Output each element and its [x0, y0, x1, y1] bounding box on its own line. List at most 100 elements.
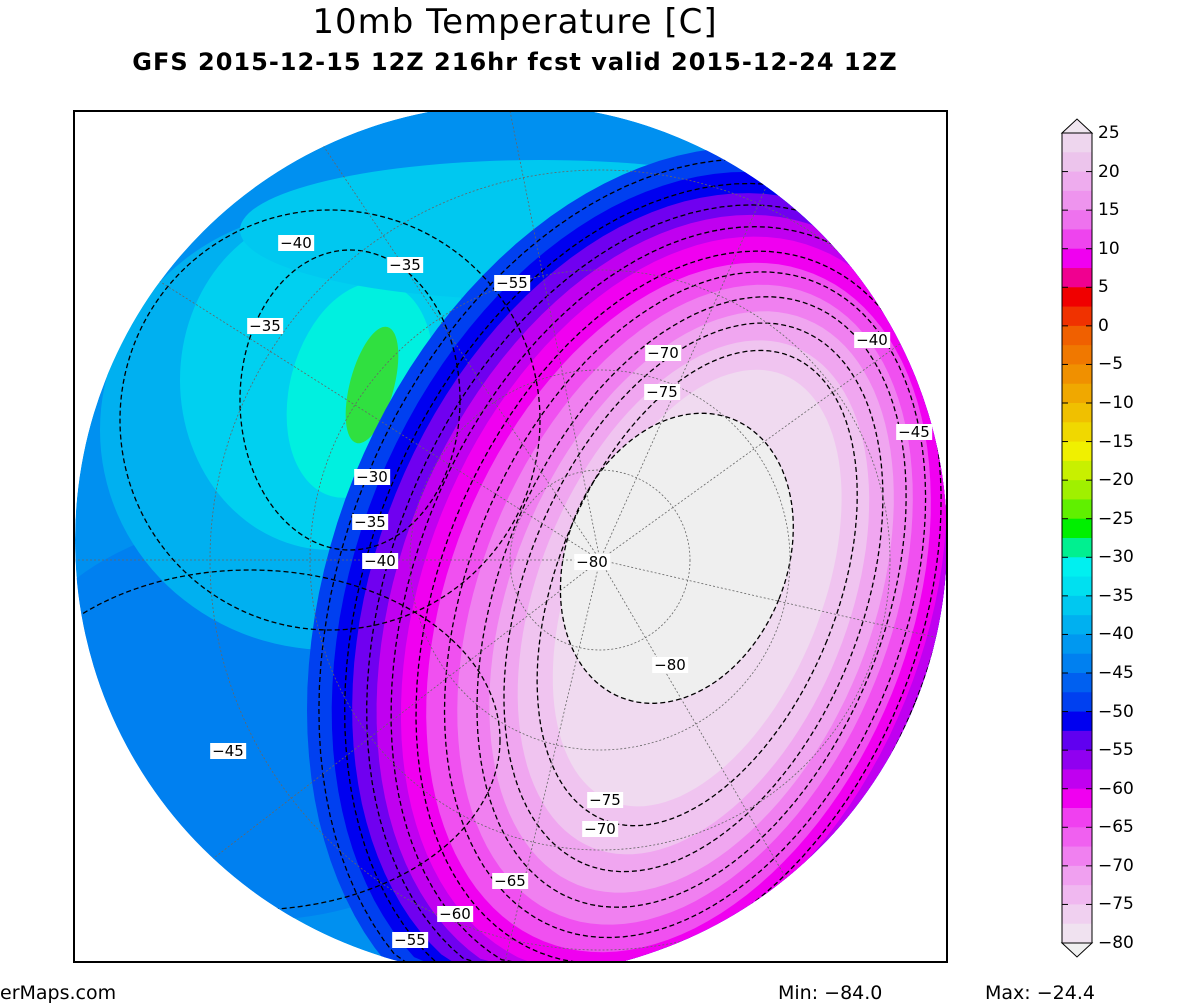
temperature-band: [560, 413, 794, 704]
colorbar-band: [1062, 865, 1092, 886]
contour-label: −80: [574, 553, 610, 571]
colorbar-band: [1062, 788, 1092, 809]
contour-line: [476, 296, 907, 908]
colorbar-tick-label: 5: [1098, 277, 1109, 298]
colorbar-tick-label: −25: [1098, 508, 1134, 529]
contour-label: −75: [644, 383, 680, 401]
contour-label: −55: [392, 931, 428, 949]
colorbar-tick-label: 20: [1098, 161, 1120, 182]
colorbar-frame: [1061, 132, 1093, 944]
colorbar-band: [1062, 923, 1092, 944]
temperature-field: [75, 111, 947, 962]
colorbar-band: [1062, 383, 1092, 404]
colorbar-band: [1062, 460, 1092, 481]
contour-label: −70: [582, 820, 618, 838]
colorbar-band: [1062, 364, 1092, 385]
colorbar-band: [1062, 441, 1092, 462]
colorbar-band: [1062, 692, 1092, 713]
colorbar-band: [1062, 229, 1092, 250]
colorbar-tick-label: −10: [1098, 393, 1134, 413]
colorbar-band: [1062, 152, 1092, 173]
colorbar-band: [1062, 422, 1092, 443]
contour-label: −40: [362, 552, 398, 570]
colorbar-tick-label: −75: [1098, 894, 1134, 915]
colorbar-tick-label: 25: [1098, 123, 1120, 143]
colorbar-band: [1062, 885, 1092, 905]
contour-label: −30: [354, 468, 390, 486]
colorbar-band: [1062, 248, 1092, 269]
colorbar-band: [1062, 403, 1092, 423]
contour-label: −60: [437, 905, 473, 923]
max-value: Max: −24.4: [985, 982, 1095, 1004]
contour-label: −35: [387, 256, 423, 274]
colorbar-tick-label: −35: [1098, 585, 1134, 606]
colorbar-band: [1062, 576, 1092, 597]
colorbar-band: [1062, 210, 1092, 230]
colorbar-band: [1062, 538, 1092, 558]
colorbar-band: [1062, 846, 1092, 867]
colorbar-band: [1062, 769, 1092, 790]
contour-line: [503, 322, 884, 873]
colorbar-upper-arrow: [1060, 118, 1094, 134]
contour-label: −45: [210, 742, 246, 760]
map-title: 10mb Temperature [C]: [312, 2, 718, 42]
colorbar-band: [1062, 595, 1092, 616]
colorbar-band: [1062, 499, 1092, 520]
contour-label: −55: [494, 274, 530, 292]
colorbar-band: [1062, 306, 1092, 327]
colorbar-tick-label: 15: [1098, 200, 1120, 221]
colorbar-band: [1062, 557, 1092, 578]
colorbar-band: [1062, 634, 1092, 655]
colorbar-band: [1062, 730, 1092, 751]
colorbar-lower-arrow: [1060, 942, 1094, 958]
contour-label: −40: [278, 234, 314, 252]
colorbar-band: [1062, 711, 1092, 732]
contour-label: −45: [896, 423, 932, 441]
contour-label: −70: [645, 344, 681, 362]
map-frame: [73, 110, 948, 963]
colorbar-tick-label: −50: [1098, 701, 1134, 722]
contour-line: [366, 204, 947, 962]
colorbar-tick-label: −20: [1098, 470, 1134, 491]
colorbar-band: [1062, 615, 1092, 635]
source-credit: erMaps.com: [0, 982, 117, 1004]
colorbar-tick-label: −5: [1098, 354, 1124, 375]
colorbar-tick-label: 10: [1098, 238, 1120, 259]
colorbar-band: [1062, 171, 1092, 192]
colorbar-band: [1062, 827, 1092, 848]
contour-line: [536, 349, 858, 827]
contour-line: [559, 412, 794, 704]
colorbar-band: [1062, 518, 1092, 539]
colorbar-band: [1062, 133, 1092, 153]
colorbar-tick-label: −80: [1098, 933, 1134, 953]
contour-line: [443, 271, 927, 939]
colorbar-band: [1062, 268, 1092, 288]
colorbar-band: [1062, 190, 1092, 211]
min-value: Min: −84.0: [778, 982, 883, 1004]
colorbar-tick-label: −70: [1098, 855, 1134, 876]
colorbar-band: [1062, 325, 1092, 346]
map-subtitle: GFS 2015-12-15 12Z 216hr fcst valid 2015…: [132, 48, 898, 76]
colorbar-band: [1062, 480, 1092, 500]
colorbar-tick-label: 0: [1098, 315, 1109, 336]
contour-label: −75: [587, 791, 623, 809]
contour-label: −35: [352, 513, 388, 531]
contour-label: −40: [854, 331, 890, 349]
contour-label: −65: [492, 872, 528, 890]
colorbar-tick-label: −15: [1098, 431, 1134, 452]
colorbar-tick-label: −30: [1098, 547, 1134, 568]
colorbar-tick-label: −60: [1098, 778, 1134, 799]
contour-label: −35: [247, 317, 283, 335]
polar-vortex: [307, 147, 947, 962]
colorbar-tick-label: −55: [1098, 740, 1134, 761]
colorbar-band: [1062, 287, 1092, 308]
colorbar-band: [1062, 673, 1092, 693]
colorbar-band: [1062, 653, 1092, 674]
colorbar-band: [1062, 808, 1092, 828]
colorbar-tick-label: −65: [1098, 817, 1134, 838]
colorbar-band: [1062, 904, 1092, 925]
contour-label: −80: [652, 656, 688, 674]
colorbar-tick-label: −40: [1098, 624, 1134, 645]
